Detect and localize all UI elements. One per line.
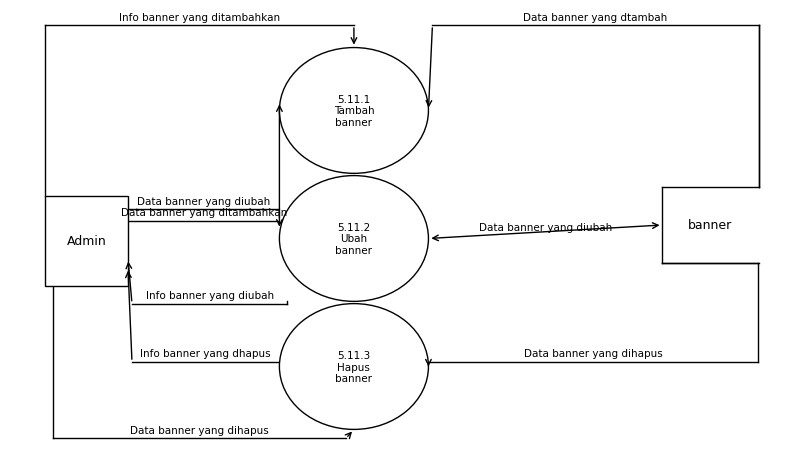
Text: Data banner yang diubah: Data banner yang diubah [137, 196, 270, 206]
Text: Data banner yang dihapus: Data banner yang dihapus [524, 348, 662, 358]
Text: 5.11.2
Ubah
banner: 5.11.2 Ubah banner [335, 222, 372, 256]
Text: Data banner yang diubah: Data banner yang diubah [479, 222, 611, 232]
Text: Info banner yang ditambahkan: Info banner yang ditambahkan [119, 13, 280, 23]
Text: Info banner yang dhapus: Info banner yang dhapus [141, 349, 271, 359]
Text: Data banner yang ditambahkan: Data banner yang ditambahkan [120, 207, 287, 217]
Ellipse shape [279, 176, 428, 302]
Bar [46, 196, 128, 286]
Text: 5.11.1
Tambah
banner: 5.11.1 Tambah banner [333, 95, 373, 128]
Text: Info banner yang diubah: Info banner yang diubah [145, 290, 274, 300]
Text: 5.11.3
Hapus
banner: 5.11.3 Hapus banner [335, 350, 372, 383]
Ellipse shape [279, 48, 428, 174]
Text: Data banner yang dihapus: Data banner yang dihapus [130, 425, 269, 435]
Text: Admin: Admin [67, 235, 107, 248]
Text: Data banner yang dtambah: Data banner yang dtambah [523, 13, 666, 23]
Text: banner: banner [687, 219, 732, 232]
Ellipse shape [279, 304, 428, 429]
